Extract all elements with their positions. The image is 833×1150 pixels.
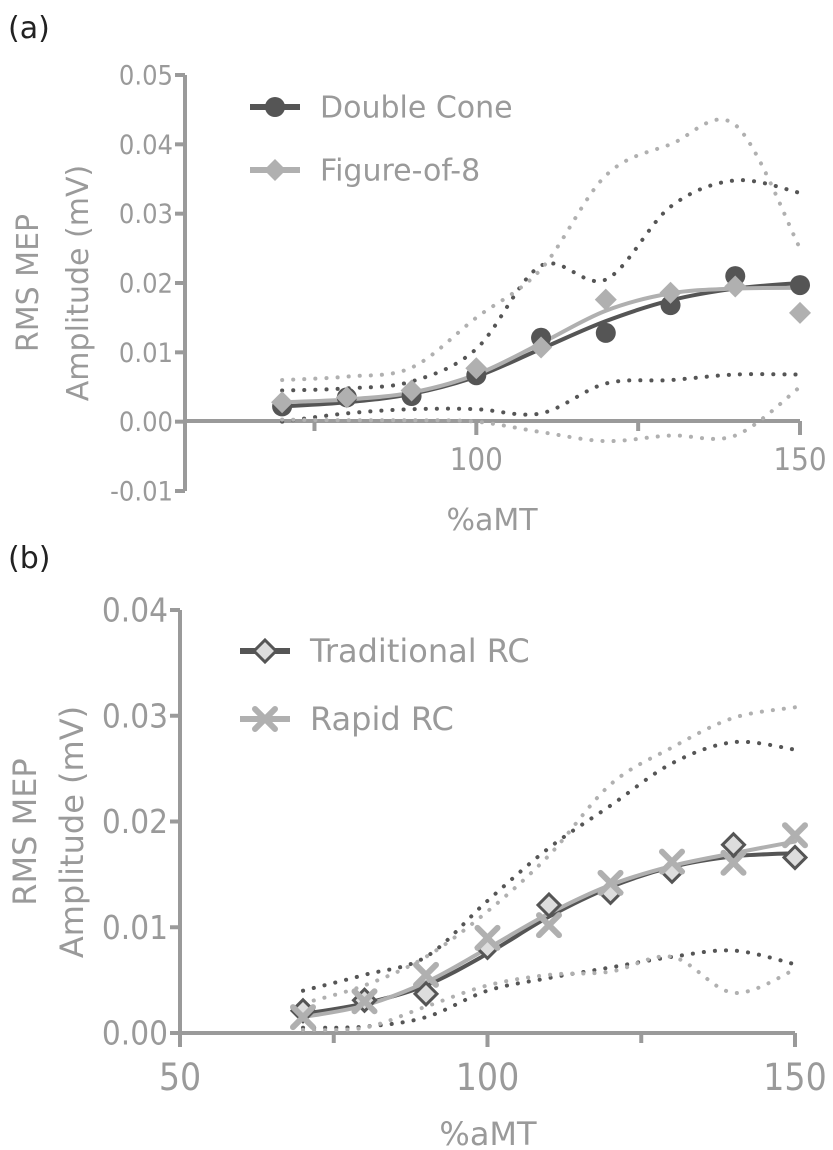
series-1: [280, 178, 802, 424]
x-tick-label: 100: [450, 442, 503, 478]
y-tick-label: 0.03: [102, 696, 168, 735]
data-point: [412, 980, 440, 1007]
x-tick-label: 150: [763, 1056, 827, 1099]
series-2-markers: [271, 275, 811, 414]
data-point: [400, 379, 423, 402]
data-point: [290, 1004, 316, 1031]
data-point: [782, 822, 808, 849]
data-point: [595, 322, 616, 343]
data-point: [530, 336, 553, 359]
x-axis-title: %aMT: [439, 1115, 537, 1150]
x-tick-label: 50: [159, 1056, 201, 1099]
y-tick-label: 0.02: [102, 802, 168, 841]
y-axis-title-line1: RMS MEP: [11, 214, 46, 352]
data-point: [335, 386, 358, 409]
y-axis-title-line2: Amplitude (mV): [53, 706, 91, 958]
y-tick-label: -0.01: [110, 476, 173, 507]
data-point: [535, 891, 563, 919]
data-point: [659, 848, 685, 875]
panel-b: (b) 0.00 0.01 0.02 0.03 0.04 50 100 150 %aMT RMS M…: [6, 541, 827, 1150]
data-point: [720, 831, 747, 858]
data-point: [659, 281, 682, 304]
data-point: [720, 849, 747, 876]
data-point: [594, 288, 617, 311]
data-point: [724, 275, 747, 298]
legend-marker: [265, 97, 285, 117]
y-tick-label: 0.00: [102, 1014, 168, 1053]
data-point: [660, 295, 681, 316]
y-tick-label: 0.00: [119, 407, 173, 438]
y-tick-label: 0.01: [102, 908, 168, 947]
legend-label: Double Cone: [320, 91, 513, 126]
legend-label: Traditional RC: [309, 632, 530, 670]
series-2-markers: [290, 822, 808, 1031]
legend-marker: [264, 159, 286, 181]
y-tick-label: 0.03: [119, 199, 173, 230]
data-point: [781, 844, 809, 871]
legend-label: Figure-of-8: [320, 154, 480, 189]
x-tick-label: 150: [773, 442, 826, 478]
panel-label: (b): [8, 541, 50, 576]
y-tick-label: 0.04: [102, 591, 168, 630]
ci-lower-line: [301, 948, 797, 1030]
x-axis-title: %aMT: [446, 503, 538, 538]
ci-upper-line: [301, 739, 797, 993]
panel-label: (a): [8, 11, 50, 46]
series-2: [301, 705, 797, 1033]
legend: Traditional RC Rapid RC: [240, 632, 530, 738]
y-tick-label: 0.04: [119, 130, 173, 161]
legend-marker: [252, 706, 278, 732]
data-point: [536, 912, 562, 939]
data-point: [597, 869, 624, 896]
y-axis-title-line1: RMS MEP: [6, 758, 44, 905]
y-tick-label: 0.01: [119, 338, 173, 369]
y-tick-label: 0.05: [119, 60, 173, 91]
data-point: [351, 988, 378, 1015]
data-point: [789, 301, 811, 324]
panel-a: (a) -0.01 0.00 0.01 0.02 0.03 0.04 0.05 100 150 %a…: [8, 11, 827, 538]
data-point: [474, 924, 501, 951]
ci-upper-line: [280, 178, 802, 393]
data-point: [465, 357, 488, 380]
ci-lower-line: [280, 372, 802, 424]
series-1: [301, 739, 797, 1030]
data-point: [790, 275, 810, 296]
legend-label: Rapid RC: [310, 700, 454, 738]
ci-upper-line: [301, 705, 797, 1006]
y-tick-label: 0.02: [119, 268, 173, 299]
data-point: [271, 391, 294, 414]
ci-lower-line: [301, 954, 797, 1033]
legend-marker: [251, 637, 279, 665]
x-tick-label: 100: [456, 1056, 520, 1099]
y-axis-title-line2: Amplitude (mV): [61, 165, 96, 401]
legend: Double Cone Figure-of-8: [250, 91, 513, 189]
data-point: [413, 961, 439, 988]
ci-upper-line: [280, 117, 802, 383]
